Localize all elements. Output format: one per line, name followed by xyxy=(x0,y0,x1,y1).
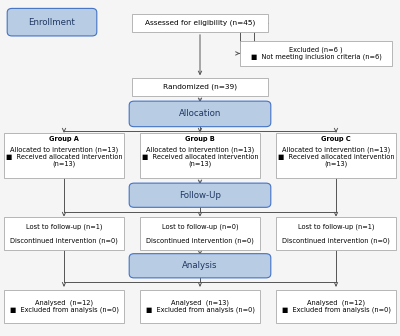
FancyBboxPatch shape xyxy=(129,101,271,127)
Text: Analysis: Analysis xyxy=(182,261,218,270)
Text: Group A: Group A xyxy=(49,136,79,142)
Bar xyxy=(240,41,392,66)
Bar xyxy=(276,217,396,250)
FancyBboxPatch shape xyxy=(129,183,271,207)
Bar xyxy=(132,14,268,32)
Text: Allocation: Allocation xyxy=(179,110,221,118)
Text: Group B: Group B xyxy=(185,136,215,142)
Text: Analysed  (n=12)
■  Excluded from analysis (n=0): Analysed (n=12) ■ Excluded from analysis… xyxy=(282,299,390,313)
Bar xyxy=(140,133,260,178)
FancyBboxPatch shape xyxy=(129,254,271,278)
FancyBboxPatch shape xyxy=(7,8,97,36)
Text: Assessed for eligibility (n=45): Assessed for eligibility (n=45) xyxy=(145,20,255,27)
Text: Analysed  (n=12)
■  Excluded from analysis (n=0): Analysed (n=12) ■ Excluded from analysis… xyxy=(10,299,118,313)
Text: Allocated to intervention (n=13)
■  Received allocated intervention
(n=13): Allocated to intervention (n=13) ■ Recei… xyxy=(6,146,122,167)
Text: Enrollment: Enrollment xyxy=(28,18,76,27)
Bar xyxy=(276,290,396,323)
Bar xyxy=(140,290,260,323)
Text: Lost to follow-up (n=0)

Discontinued intervention (n=0): Lost to follow-up (n=0) Discontinued int… xyxy=(146,223,254,244)
Text: Analysed  (n=13)
■  Excluded from analysis (n=0): Analysed (n=13) ■ Excluded from analysis… xyxy=(146,299,254,313)
Bar xyxy=(132,78,268,96)
Bar xyxy=(4,217,124,250)
Bar xyxy=(276,133,396,178)
Text: Group C: Group C xyxy=(321,136,351,142)
Text: Allocated to intervention (n=13)
■  Received allocated intervention
(n=13): Allocated to intervention (n=13) ■ Recei… xyxy=(278,146,394,167)
Text: Follow-Up: Follow-Up xyxy=(179,191,221,200)
Text: Lost to follow-up (n=1)

Discontinued intervention (n=0): Lost to follow-up (n=1) Discontinued int… xyxy=(282,223,390,244)
Bar xyxy=(4,290,124,323)
Text: Randomized (n=39): Randomized (n=39) xyxy=(163,84,237,90)
Text: Lost to follow-up (n=1)

Discontinued intervention (n=0): Lost to follow-up (n=1) Discontinued int… xyxy=(10,223,118,244)
Bar xyxy=(140,217,260,250)
Text: Excluded (n=6 )
■  Not meeting inclusion criteria (n=6): Excluded (n=6 ) ■ Not meeting inclusion … xyxy=(250,46,382,60)
Text: Allocated to intervention (n=13)
■  Received allocated intervention
(n=13): Allocated to intervention (n=13) ■ Recei… xyxy=(142,146,258,167)
Bar xyxy=(4,133,124,178)
